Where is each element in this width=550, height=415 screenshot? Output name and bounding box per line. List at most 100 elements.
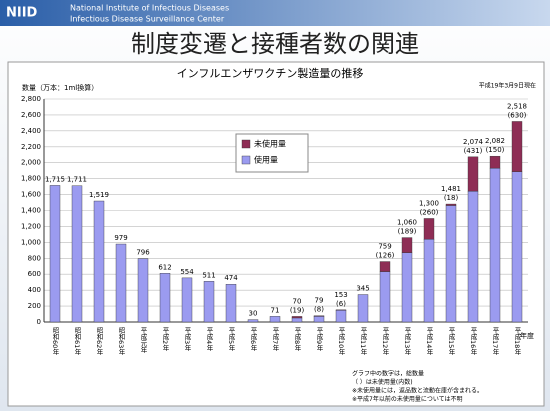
x-tick-label: 平成元年 [139,327,147,355]
note: グラフ中の数字は，総数量 [352,370,424,378]
total-label: 2,082 [485,137,505,145]
note: ※平成7年以前の未使用量については不明 [352,395,463,403]
legend-swatch [242,156,250,164]
y-tick-label: 1,400 [21,207,41,215]
x-tick-label: 平成17年 [491,327,499,356]
x-tick-label: 平成9年 [315,327,323,352]
total-label: 30 [249,310,258,318]
x-tick-label: 平成8年 [293,327,301,352]
x-tick-label: 平成6年 [249,327,257,352]
x-tick-label: 平成2年 [161,327,169,352]
total-label: 796 [136,249,150,257]
bar-segment [468,157,478,191]
bar-segment [204,281,214,322]
chart-panel [8,62,544,406]
total-label: 79 [315,297,324,305]
unused-label: (431) [464,147,483,155]
total-label: 345 [356,285,369,293]
bar-segment [94,201,104,322]
total-label: 153 [334,291,347,299]
x-tick-label: 昭和61年 [73,327,81,356]
bar-segment [358,295,368,322]
bar-segment [226,284,236,322]
bar-segment [292,316,302,318]
total-label: 612 [158,263,171,271]
bar-segment [402,238,412,253]
y-tick-label: 2,800 [21,95,41,103]
unused-label: (150) [486,146,505,154]
unused-label: (6) [336,300,346,308]
total-label: 1,481 [441,185,461,193]
x-tick-label: 平成5年 [227,327,235,352]
x-axis-label: 年度 [520,331,534,340]
bar-segment [336,310,346,322]
bar-segment [116,244,126,322]
bar-segment [424,218,434,239]
unused-label: (18) [444,194,459,202]
bar-segment [314,316,324,317]
x-tick-label: 昭和62年 [95,327,103,356]
bar-segment [468,191,478,322]
y-axis-label: 数量（万本：1ml換算） [22,83,98,92]
total-label: 554 [180,268,194,276]
unused-label: (126) [376,252,395,260]
total-label: 1,715 [45,175,65,183]
bar-segment [182,278,192,322]
y-tick-label: 1,800 [21,175,41,183]
total-label: 1,060 [397,219,417,227]
total-label: 2,074 [463,138,484,146]
bar-segment [490,156,500,168]
note: ※未使用量には，返品数と流動在庫が含まれる。 [352,387,483,395]
total-label: 474 [224,274,238,282]
x-tick-label: 平成12年 [381,327,389,356]
center: Infectious Disease Surveillance Center [70,15,225,24]
y-tick-label: 800 [28,254,41,262]
total-label: 70 [293,297,302,305]
bar-segment [248,320,258,322]
bar-segment [292,318,302,322]
unused-label: (260) [420,208,439,216]
x-tick-label: 平成18年 [513,327,521,356]
total-label: 759 [378,243,391,251]
total-label: 1,300 [419,199,439,207]
bar-segment [314,316,324,322]
bar-segment [50,185,60,322]
bar-segment [512,172,522,322]
unused-label: (19) [290,306,305,314]
x-tick-label: 平成11年 [359,327,367,356]
x-tick-label: 昭和60年 [51,327,59,356]
y-tick-label: 1,000 [21,238,41,246]
chart-title: インフルエンザワクチン製造量の推移 [177,66,364,80]
x-tick-label: 平成15年 [447,327,455,356]
bar-segment [512,121,522,171]
unused-label: (8) [314,306,324,314]
slide-title: 制度変遷と接種者数の関連 [131,30,419,58]
logo: NIID [6,6,38,21]
total-label: 511 [202,271,215,279]
total-label: 1,711 [67,176,87,184]
date: 平成19年3月9日現在 [479,82,536,90]
x-tick-label: 平成10年 [337,327,345,356]
bar-segment [380,272,390,322]
x-tick-label: 平成4年 [205,327,213,352]
bar-segment [446,205,456,322]
y-tick-label: 1,600 [21,191,41,199]
note: （ ）は未使用量(内数) [352,378,413,386]
total-label: 979 [114,234,127,242]
bar-segment [160,273,170,322]
x-tick-label: 昭和63年 [117,327,125,356]
y-tick-label: 2,200 [21,143,41,151]
total-label: 2,518 [507,102,527,110]
y-tick-label: 0 [37,318,41,326]
unused-label: (189) [398,228,417,236]
unused-label: (630) [508,111,527,119]
total-label: 71 [271,306,280,314]
y-tick-label: 2,600 [21,111,41,119]
bar-segment [380,262,390,272]
institute: National Institute of Infectious Disease… [70,4,229,13]
y-tick-label: 2,000 [21,159,41,167]
bar-segment [270,316,280,322]
y-tick-label: 200 [28,302,41,310]
x-tick-label: 平成7年 [271,327,279,352]
